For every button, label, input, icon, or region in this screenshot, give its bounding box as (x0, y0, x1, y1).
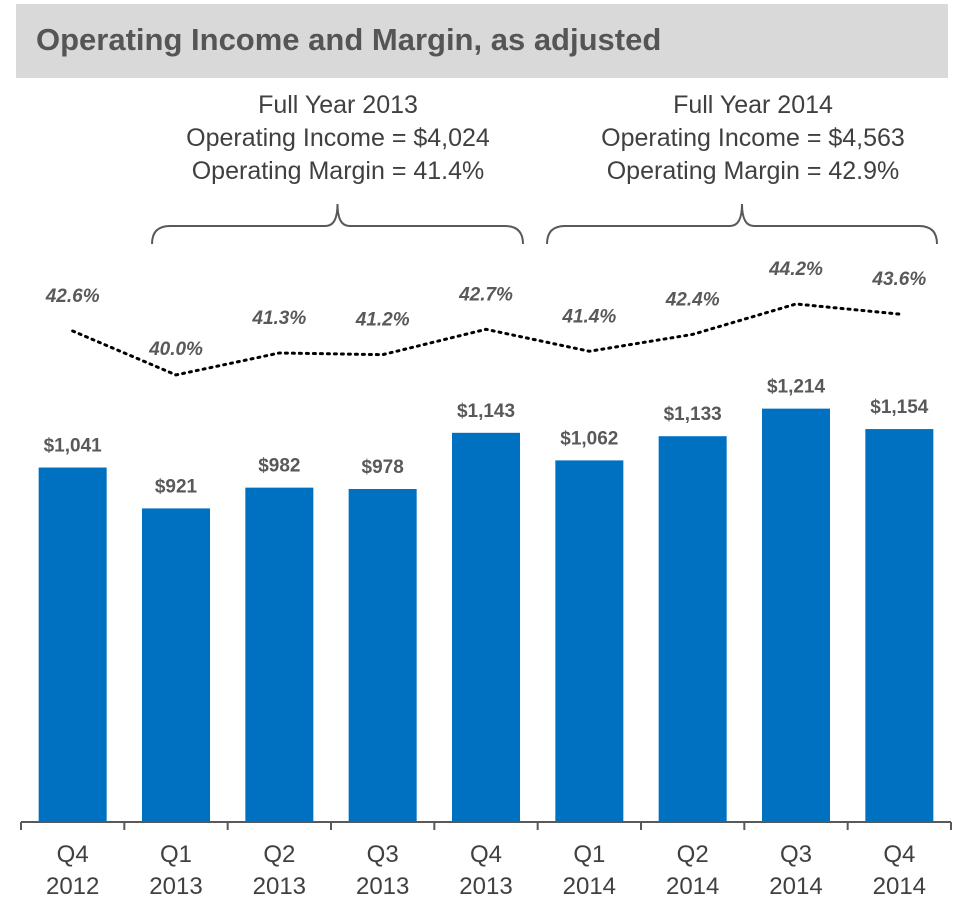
margin-label-2: 41.3% (251, 308, 306, 329)
bar-8 (865, 429, 934, 822)
annotation-0-line-1: Operating Income = $4,024 (186, 124, 490, 152)
margin-series-line (71, 302, 901, 377)
x-axis: Q4 2012 Q1 2013 Q2 2013 Q3 2013 Q4 2013 Q1 2014 Q2 20… (20, 821, 952, 900)
bar-7 (762, 408, 830, 822)
x-tick-label-year-0: 2012 (46, 873, 99, 900)
x-tick-label-quarter-6: Q2 (677, 841, 709, 868)
margin-label-7: 44.2% (768, 259, 823, 280)
x-tick-label-quarter-3: Q3 (367, 841, 399, 868)
x-tick-label-year-4: 2013 (459, 873, 512, 900)
margin-label-6: 42.4% (665, 289, 720, 310)
x-tick-label-quarter-4: Q4 (470, 841, 502, 868)
bar-4 (452, 432, 520, 822)
annotation-brace-0 (151, 203, 524, 245)
x-tick-label-quarter-8: Q4 (883, 841, 915, 868)
margin-label-5: 41.4% (561, 306, 616, 327)
annotation-1-line-1: Operating Income = $4,563 (601, 124, 905, 152)
bar-value-label-8: $1,154 (870, 397, 929, 418)
bar-0 (38, 467, 107, 822)
x-tick-label-year-8: 2014 (873, 873, 926, 900)
bar-value-label-1: $921 (155, 476, 198, 497)
bar-2 (245, 487, 314, 822)
bar-value-label-3: $978 (362, 457, 404, 478)
margin-label-1: 40.0% (148, 339, 203, 360)
annotation-1-line-2: Operating Margin = 42.9% (607, 157, 900, 185)
annotation-1-line-0: Full Year 2014 (673, 91, 833, 119)
bar-1 (142, 508, 210, 822)
x-tick-label-year-1: 2013 (149, 873, 202, 900)
bar-3 (348, 488, 417, 822)
chart-title: Operating Income and Margin, as adjusted (36, 22, 662, 57)
annotations: Full Year 2013 Operating Income = $4,024 O… (151, 91, 938, 245)
x-tick-label-year-5: 2014 (563, 873, 616, 900)
bar-value-label-0: $1,041 (44, 436, 103, 457)
bars: $1,041 $921 $982 $978 $1,143 $1,062 $1,133 $1,2… (38, 377, 934, 822)
x-tick-label-year-3: 2013 (356, 873, 409, 900)
annotation-0-line-2: Operating Margin = 41.4% (192, 157, 485, 185)
margin-label-3: 41.2% (355, 310, 410, 331)
x-tick-label-year-2: 2013 (253, 873, 306, 900)
x-tick-label-quarter-5: Q1 (573, 841, 605, 868)
bar-value-label-2: $982 (258, 456, 300, 477)
bar-6 (658, 436, 727, 822)
bar-value-label-7: $1,214 (767, 377, 826, 398)
x-tick-label-quarter-0: Q4 (57, 841, 89, 868)
x-tick-label-quarter-2: Q2 (263, 841, 295, 868)
margin-label-4: 42.7% (458, 284, 513, 305)
x-tick-label-quarter-1: Q1 (160, 841, 192, 868)
bar-value-label-6: $1,133 (664, 404, 722, 425)
margin-line: 42.6% 40.0% 41.3% 41.2% 42.7% 41.4% 42.4% 44.2%… (45, 259, 926, 377)
bar-value-label-4: $1,143 (457, 401, 515, 422)
bar-value-label-5: $1,062 (560, 428, 618, 449)
x-tick-label-year-7: 2014 (769, 873, 822, 900)
annotation-brace-1 (546, 203, 938, 245)
x-tick-label-quarter-7: Q3 (780, 841, 812, 868)
bar-5 (555, 460, 624, 822)
margin-label-0: 42.6% (45, 286, 100, 307)
annotation-0-line-0: Full Year 2013 (258, 91, 418, 119)
title-band: Operating Income and Margin, as adjusted (16, 4, 948, 78)
x-tick-label-year-6: 2014 (666, 873, 719, 900)
margin-label-8: 43.6% (871, 269, 926, 290)
